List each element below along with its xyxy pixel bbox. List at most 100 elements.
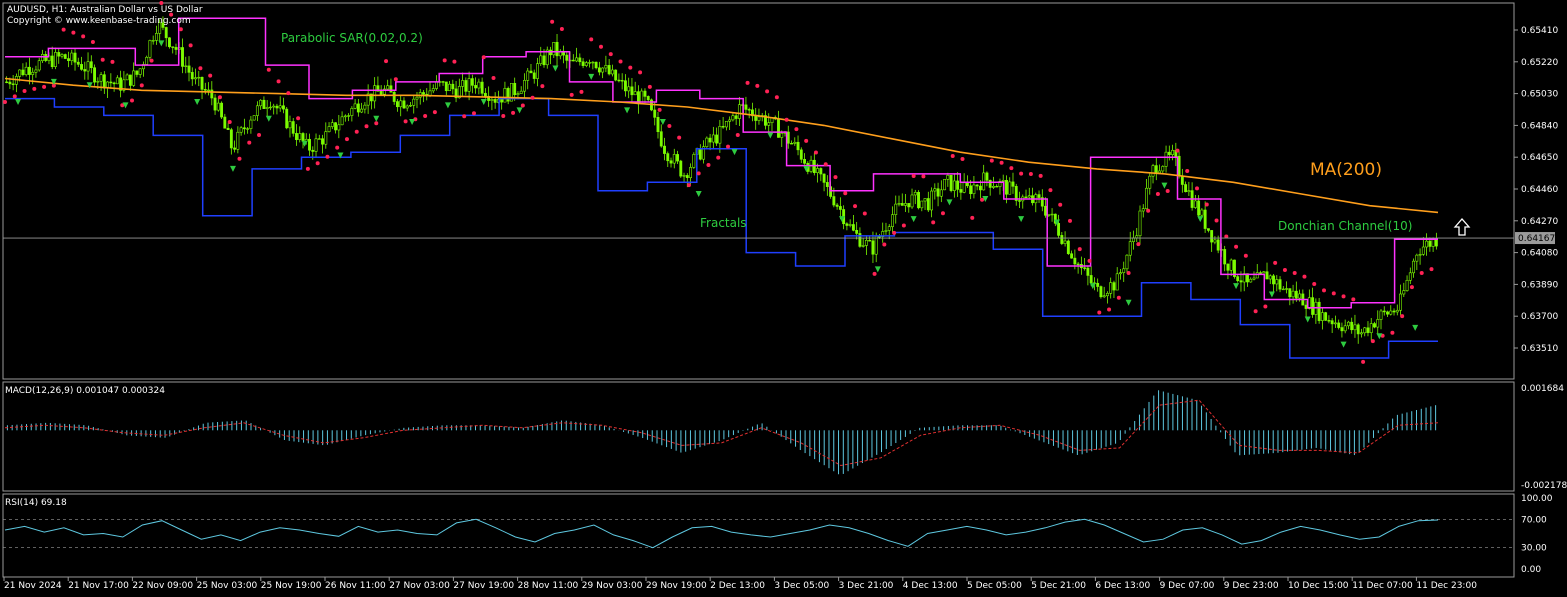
time-tick-label: 26 Nov 11:00 [325, 581, 386, 591]
psar-dot [618, 59, 623, 64]
fractal-down-arrow [839, 216, 846, 223]
time-tick-label: 5 Dec 21:00 [1031, 581, 1086, 591]
candle-body [786, 131, 790, 144]
psar-dot [911, 173, 916, 178]
psar-dot [1243, 253, 1248, 258]
candle-body [646, 96, 650, 101]
psar-dot [1204, 202, 1209, 207]
psar-dot [1116, 295, 1121, 300]
psar-dot [1175, 148, 1180, 153]
fractal-down-arrow [946, 199, 953, 206]
candle-body [1167, 151, 1171, 155]
candle-body [506, 88, 510, 102]
psar-dot [90, 40, 95, 45]
candle-body [229, 129, 233, 149]
candle-body [972, 184, 976, 195]
candle-body [461, 80, 465, 87]
psar-dot [960, 157, 965, 162]
candle-body [718, 126, 722, 144]
psar-dot [257, 133, 262, 138]
candle-body [1356, 324, 1360, 335]
candle-body [874, 236, 878, 255]
chart-copyright: Copyright © www.keenbase-trading.com [7, 16, 191, 26]
candle-body [76, 61, 80, 65]
up-arrow-icon [1453, 218, 1471, 236]
psar-dot [423, 114, 428, 119]
psar-dot [1009, 166, 1014, 171]
time-tick-label: 22 Nov 09:00 [132, 581, 193, 591]
candle-body [317, 138, 321, 140]
candle-body [86, 61, 90, 72]
candle-body [1158, 170, 1161, 174]
psar-annotation: Parabolic SAR(0.02,0.2) [281, 31, 423, 45]
psar-dot [1136, 242, 1141, 247]
price-tick-label: 0.63890 [1521, 280, 1558, 290]
panel-frame-1 [2, 2, 1515, 380]
psar-dot [1126, 271, 1131, 276]
candle-body [1421, 246, 1425, 255]
candle-body [913, 191, 917, 196]
psar-dot [1224, 234, 1229, 239]
candle-body [734, 115, 738, 119]
psar-dot [1331, 291, 1336, 296]
candle-body [982, 172, 986, 191]
candle-body [1053, 213, 1057, 224]
candle-body [161, 22, 165, 28]
fractal-down-arrow [1412, 324, 1419, 331]
candle-body [1132, 237, 1135, 242]
candle-body [376, 85, 380, 92]
candle-body [1216, 239, 1220, 251]
candle-body [1392, 310, 1396, 313]
candle-body [1005, 180, 1008, 195]
time-tick-label: 29 Nov 19:00 [646, 581, 707, 591]
candle-body [565, 54, 569, 61]
candle-body [402, 100, 406, 109]
candle-body [1086, 267, 1090, 276]
candle-body [1340, 327, 1344, 332]
candle-body [1099, 286, 1103, 298]
psar-dot [315, 161, 320, 166]
price-tick-label: 0.65410 [1521, 26, 1558, 36]
psar-dot [178, 27, 183, 32]
candle-body [1014, 186, 1018, 201]
fractal-down-arrow [337, 152, 344, 159]
time-tick-label: 25 Nov 03:00 [197, 581, 258, 591]
time-tick-label: 27 Nov 03:00 [389, 581, 450, 591]
candle-body [435, 81, 438, 89]
candle-body [1138, 210, 1142, 237]
fractal-down-arrow [588, 73, 595, 80]
fractal-down-arrow [409, 119, 416, 126]
candle-body [268, 106, 272, 109]
candle-body [1083, 267, 1087, 269]
psar-dot [266, 67, 271, 72]
psar-dot [608, 52, 613, 57]
candle-body [998, 181, 1002, 187]
price-tick-label: 0.64840 [1521, 121, 1558, 131]
panel-frame-2 [2, 381, 1515, 492]
candle-body [431, 88, 435, 92]
candle-body [848, 224, 852, 226]
time-tick-label: 2 Dec 13:00 [710, 581, 765, 591]
candle-body [1242, 273, 1246, 283]
candle-body [80, 64, 83, 70]
candle-body [855, 230, 859, 234]
candle-body [454, 88, 458, 99]
candle-body [943, 178, 947, 191]
candle-body [399, 100, 403, 108]
candle-body [350, 108, 354, 116]
rsi-line [4, 518, 1439, 549]
psar-dot [501, 113, 506, 118]
psar-dot [169, 12, 174, 17]
candle-body [858, 233, 862, 247]
candle-body [1249, 278, 1253, 283]
fractal-down-arrow [373, 115, 380, 122]
fractal-down-arrow [1018, 216, 1025, 223]
candle-body [155, 33, 158, 41]
candle-body [509, 82, 513, 102]
donchian-upper-line [5, 17, 1438, 309]
candle-body [1320, 312, 1324, 321]
candle-body [933, 188, 937, 192]
psar-dot [130, 98, 135, 103]
